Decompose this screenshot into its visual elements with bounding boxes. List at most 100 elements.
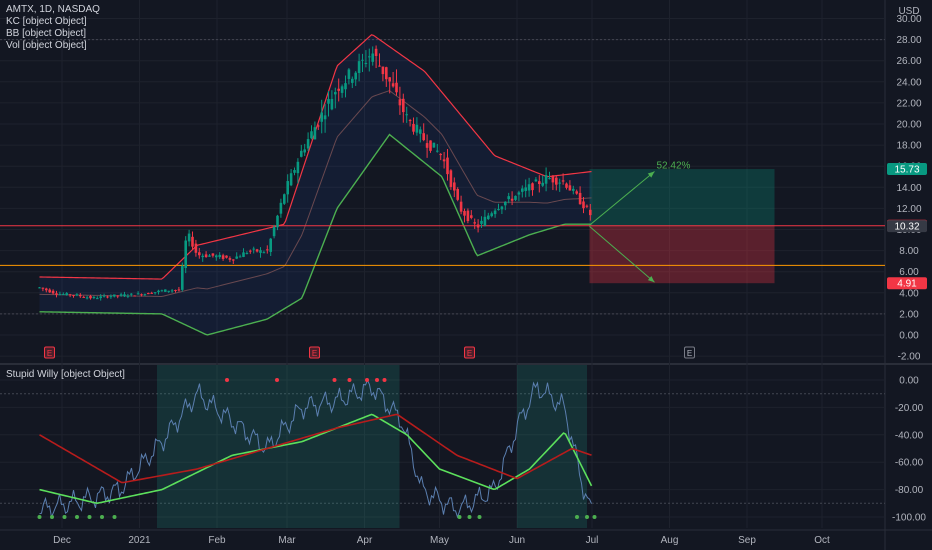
candle-body: [286, 181, 289, 195]
candle-body: [113, 294, 116, 297]
candle-body: [582, 201, 585, 209]
candle-body: [531, 183, 534, 191]
candle-body: [361, 59, 364, 61]
osc-red-dot: [275, 378, 279, 382]
candle-body: [555, 177, 558, 185]
candle-body: [517, 192, 521, 195]
price-label-text: 15.73: [894, 165, 919, 176]
osc-red-dot: [365, 378, 369, 382]
candle-body: [208, 255, 211, 257]
candle-body: [565, 183, 568, 188]
candle-body: [181, 266, 184, 290]
candle-body: [225, 255, 228, 258]
candle-body: [167, 290, 170, 292]
osc-red-dot: [332, 378, 337, 382]
candle-body: [425, 143, 429, 148]
candle-body: [262, 252, 266, 254]
candle-body: [330, 99, 334, 110]
time-tick-label: Jun: [509, 535, 525, 546]
candle-body: [92, 296, 96, 298]
candle-body: [500, 206, 504, 210]
earnings-marker: [464, 346, 475, 359]
pane-separator: [0, 363, 932, 365]
arrow-head: [647, 171, 655, 178]
osc-green-dot: [50, 515, 54, 519]
candle-body: [228, 258, 232, 260]
candle-body: [177, 289, 181, 291]
candle-body: [235, 256, 238, 259]
osc-green-dot: [87, 515, 92, 519]
candle-body: [249, 250, 252, 252]
osc-series-0: [39, 379, 592, 519]
candle-body: [116, 295, 119, 297]
oscillator-title[interactable]: Stupid Willy [object Object]: [6, 369, 125, 380]
osc-red-dot: [382, 378, 387, 382]
candle-body: [255, 249, 259, 252]
candle-body: [429, 140, 432, 151]
arrow-up: [589, 171, 655, 226]
candle-body: [368, 56, 371, 58]
candle-body: [96, 298, 99, 300]
candle-body: [266, 249, 269, 251]
price-tick-label: 8.00: [899, 246, 919, 257]
candle-body: [79, 295, 82, 297]
candle-body: [585, 205, 589, 207]
candle-body: [160, 290, 164, 292]
price-tick-label: 4.00: [899, 288, 919, 299]
candle-body: [463, 210, 466, 216]
candle-body: [354, 72, 357, 80]
candle-body: [459, 201, 463, 212]
osc-tick-label: 0.00: [899, 376, 919, 387]
candle-body: [215, 255, 218, 258]
candle-body: [58, 294, 62, 296]
candle-body: [157, 290, 160, 293]
candle-body: [534, 179, 538, 182]
candle-body: [41, 287, 45, 289]
candle-body: [572, 188, 575, 191]
candle-body: [578, 192, 582, 205]
osc-green-dot: [112, 515, 117, 519]
candle-body: [194, 243, 198, 253]
candle-body: [408, 120, 412, 122]
candle-body: [279, 202, 283, 214]
candle-body: [303, 149, 306, 153]
oscillator-lines: [39, 379, 593, 519]
candle-body: [259, 250, 262, 253]
price-tick-label: 14.00: [896, 183, 921, 194]
candles: [38, 45, 592, 301]
candle-body: [470, 215, 473, 218]
candle-body: [337, 88, 340, 91]
time-tick-label: Aug: [661, 535, 679, 546]
indicator-bb[interactable]: BB [object Object]: [6, 28, 87, 39]
candle-body: [391, 83, 395, 87]
candle-body: [453, 182, 456, 191]
candle-body: [551, 176, 555, 183]
candle-body: [402, 98, 405, 113]
candle-body: [357, 61, 361, 73]
candle-body: [378, 65, 381, 67]
candle-body: [45, 288, 48, 291]
candle-body: [548, 178, 551, 180]
candle-body: [119, 294, 123, 296]
candle-body: [293, 170, 296, 173]
symbol-line: AMTX, 1D, NASDAQ: [6, 4, 100, 15]
candle-body: [323, 115, 327, 120]
earnings-label: E: [687, 349, 692, 358]
osc-green-dot: [585, 515, 589, 519]
candle-body: [89, 295, 92, 299]
stop-zone: [589, 225, 775, 284]
candle-body: [473, 222, 476, 224]
earnings-marker: [684, 346, 695, 359]
time-tick-label: Jul: [586, 535, 599, 546]
candle-body: [136, 293, 140, 295]
indicator-vol[interactable]: Vol [object Object]: [6, 40, 87, 51]
candle-body: [143, 294, 147, 296]
osc-tick-label: -60.00: [895, 458, 924, 469]
candle-body: [320, 112, 323, 122]
candle-body: [140, 294, 143, 296]
candle-body: [82, 296, 85, 298]
candle-body: [347, 69, 351, 79]
candle-body: [344, 83, 347, 90]
indicator-kc[interactable]: KC [object Object]: [6, 16, 87, 27]
